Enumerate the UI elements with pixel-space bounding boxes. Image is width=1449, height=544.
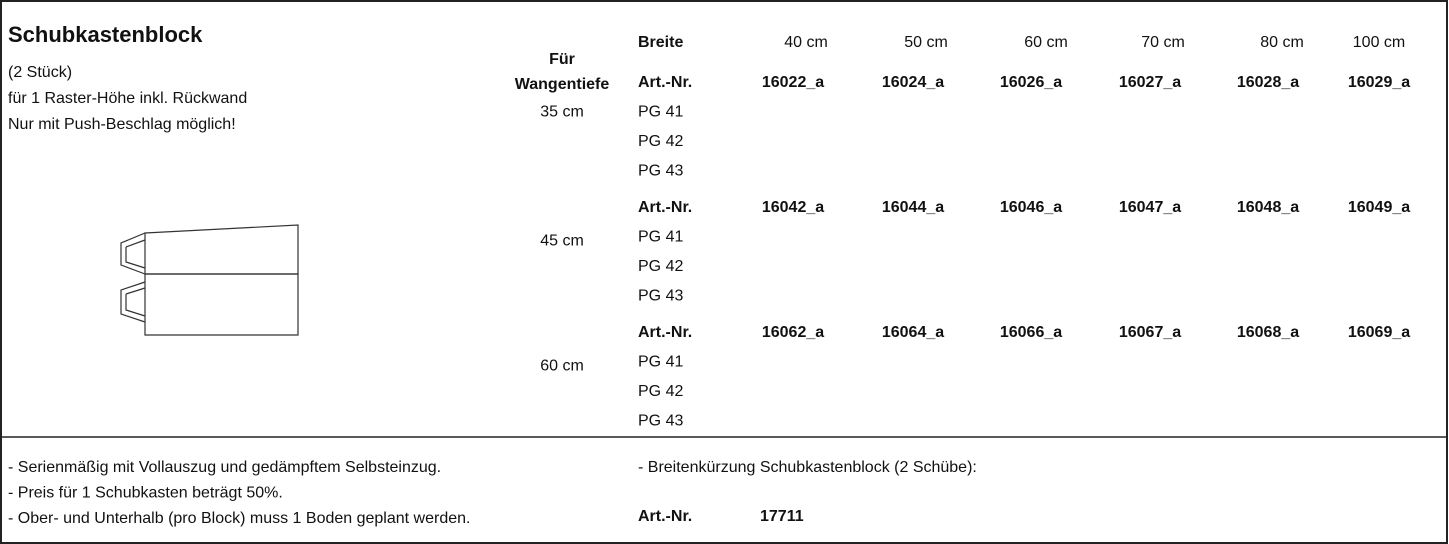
depth: 60 cm bbox=[540, 358, 584, 375]
title: Schubkastenblock bbox=[8, 22, 203, 47]
extra-label: Art.-Nr. bbox=[638, 508, 692, 525]
article-number: 16044_a bbox=[882, 199, 944, 216]
article-number: 16062_a bbox=[762, 324, 824, 341]
width-label: Breite bbox=[638, 34, 683, 51]
article-number: 16048_a bbox=[1237, 199, 1299, 216]
article-number: 16064_a bbox=[882, 324, 944, 341]
extra-article: 17711 bbox=[760, 508, 804, 525]
price-group: PG 42 bbox=[638, 383, 683, 400]
price-group: PG 42 bbox=[638, 133, 683, 150]
width: 50 cm bbox=[904, 34, 948, 51]
article-number: 16029_a bbox=[1348, 74, 1410, 91]
article-label: Art.-Nr. bbox=[638, 199, 692, 216]
price-group: PG 41 bbox=[638, 354, 683, 371]
note: - Ober- und Unterhalb (pro Block) muss 1… bbox=[8, 510, 470, 527]
depth: 45 cm bbox=[540, 233, 584, 250]
note: - Serienmäßig mit Vollauszug und gedämpf… bbox=[8, 459, 441, 476]
width: 80 cm bbox=[1260, 34, 1304, 51]
extra-note: - Breitenkürzung Schubkastenblock (2 Sch… bbox=[638, 459, 977, 476]
price-group: PG 43 bbox=[638, 288, 683, 305]
price-group: PG 43 bbox=[638, 413, 683, 430]
price-group: PG 42 bbox=[638, 258, 683, 275]
depth-header: Für bbox=[549, 51, 575, 68]
article-number: 16047_a bbox=[1119, 199, 1181, 216]
article-label: Art.-Nr. bbox=[638, 74, 692, 91]
article-number: 16027_a bbox=[1119, 74, 1181, 91]
subtitle-line: (2 Stück) bbox=[8, 64, 72, 81]
article-number: 16026_a bbox=[1000, 74, 1062, 91]
article-label: Art.-Nr. bbox=[638, 324, 692, 341]
depth: 35 cm bbox=[540, 104, 584, 121]
width: 40 cm bbox=[784, 34, 828, 51]
article-number: 16028_a bbox=[1237, 74, 1299, 91]
width: 100 cm bbox=[1353, 34, 1405, 51]
subtitle-line: Nur mit Push-Beschlag möglich! bbox=[8, 116, 236, 133]
article-number: 16049_a bbox=[1348, 199, 1410, 216]
drawer-illustration bbox=[120, 224, 299, 336]
article-number: 16022_a bbox=[762, 74, 824, 91]
article-number: 16066_a bbox=[1000, 324, 1062, 341]
price-group: PG 41 bbox=[638, 104, 683, 121]
article-number: 16069_a bbox=[1348, 324, 1410, 341]
article-number: 16067_a bbox=[1119, 324, 1181, 341]
width: 60 cm bbox=[1024, 34, 1068, 51]
width: 70 cm bbox=[1141, 34, 1185, 51]
note: - Preis für 1 Schubkasten beträgt 50%. bbox=[8, 485, 283, 502]
article-number: 16024_a bbox=[882, 74, 944, 91]
article-number: 16068_a bbox=[1237, 324, 1299, 341]
article-number: 16042_a bbox=[762, 199, 824, 216]
subtitle-line: für 1 Raster-Höhe inkl. Rückwand bbox=[8, 90, 247, 107]
price-group: PG 41 bbox=[638, 229, 683, 246]
price-group: PG 43 bbox=[638, 163, 683, 180]
depth-header: Wangentiefe bbox=[515, 76, 610, 93]
article-number: 16046_a bbox=[1000, 199, 1062, 216]
